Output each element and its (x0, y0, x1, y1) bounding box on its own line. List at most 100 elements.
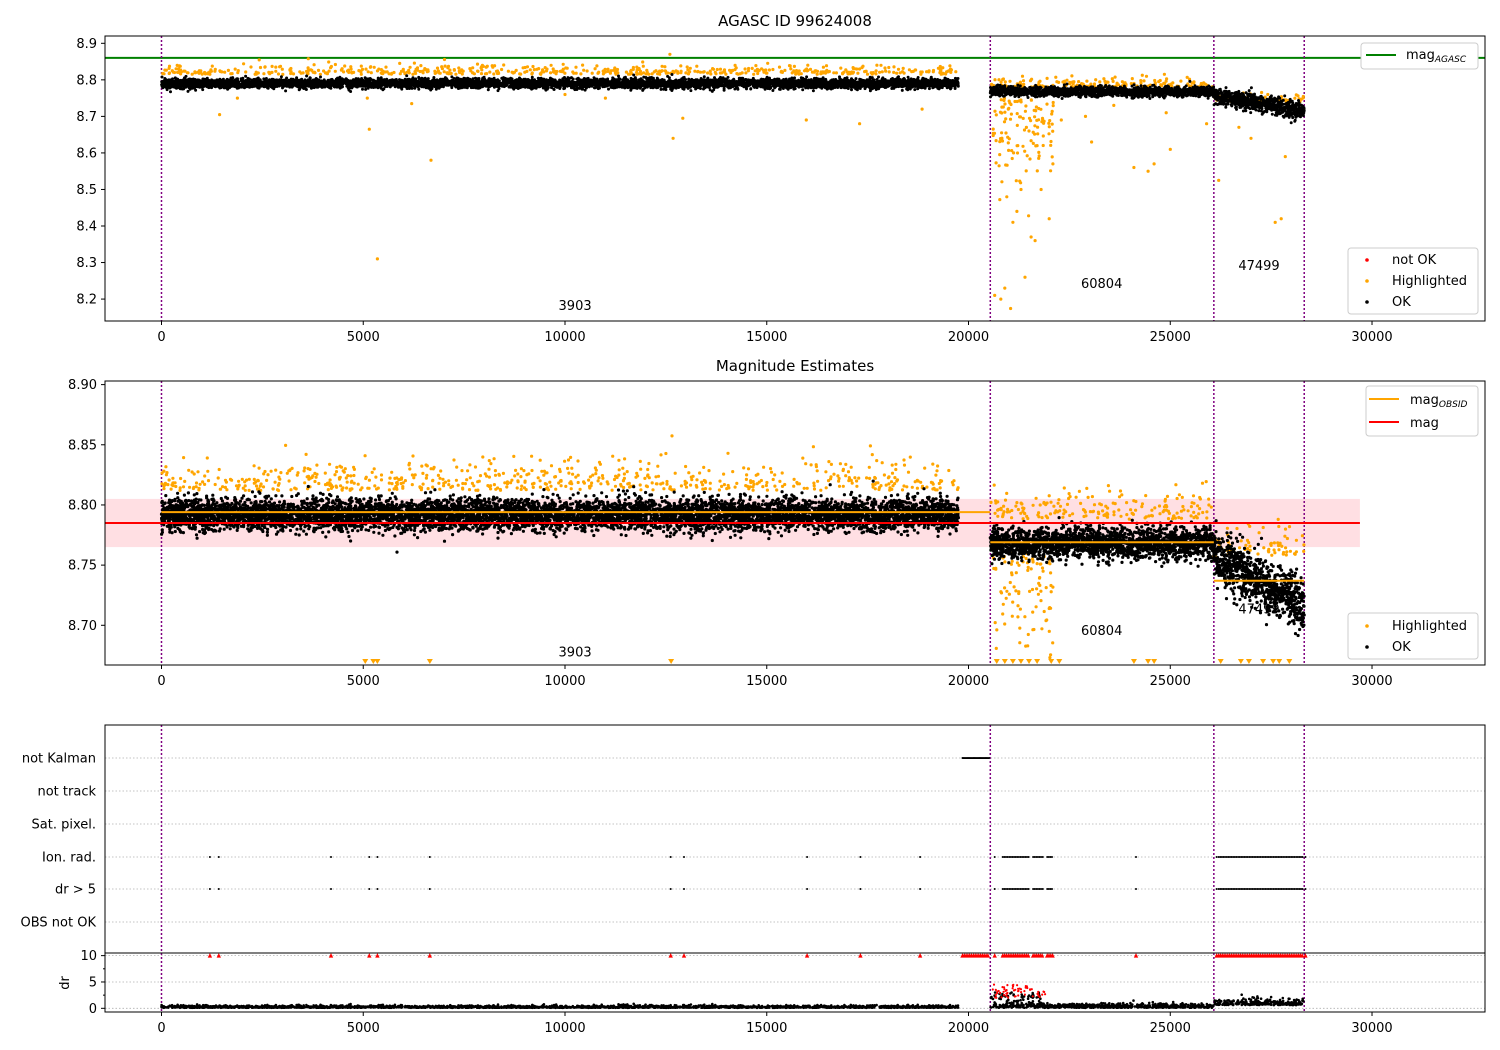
x-tick-label: 10000 (544, 330, 585, 345)
lower-limit-marker (1026, 659, 1033, 664)
panel-1-axes: 0 5000 10000 15000 20000 25000 30000 8.2 8.3 8.4 8… (76, 35, 1486, 345)
lower-limit-marker (1145, 659, 1152, 664)
obsid-label: 3903 (559, 299, 592, 314)
panel-2-line-legend: magOBSID mag (1365, 385, 1479, 437)
y-tick-label: 8.75 (68, 559, 97, 574)
dr-axis-label: dr (58, 976, 73, 990)
lower-limit-marker (1009, 659, 1016, 664)
panel-3-axes: not Kalman not track Sat. pixel. Ion. rad. d… (21, 724, 1486, 1036)
lower-limit-marker (1276, 659, 1283, 664)
x-tick-label: 20000 (948, 330, 989, 345)
lower-limit-marker (993, 659, 1000, 664)
x-tick-label: 30000 (1351, 1021, 1392, 1036)
legend-ok-2: OK (1392, 640, 1411, 655)
y-tick-label: 8.90 (68, 378, 97, 393)
plot-frame (104, 35, 1486, 322)
ok-points (1212, 519, 1306, 638)
y-tick-label: 8.8 (76, 73, 97, 88)
y-tick-label: 8.85 (68, 438, 97, 453)
legend-mag-agasc: magAGASC (1406, 48, 1467, 65)
x-tick-label: 0 (157, 1021, 165, 1036)
y-tick-label: 8.80 (68, 498, 97, 513)
flag-row-label: OBS not OK (21, 916, 97, 931)
flag-row-label: Sat. pixel. (32, 818, 96, 833)
panel-3-plot-area (105, 725, 1485, 1012)
ok-points (1212, 86, 1306, 125)
x-tick-label: 10000 (544, 1021, 585, 1036)
y-tick-label: 8.5 (76, 183, 97, 198)
legend-mag: mag (1410, 416, 1439, 431)
lower-limit-marker (668, 659, 675, 664)
obsid-label: 47499 (1238, 259, 1279, 274)
plot-frame (104, 380, 1486, 666)
y-tick-label: 8.6 (76, 146, 97, 161)
x-tick-label: 25000 (1150, 1021, 1191, 1036)
plot-frame (104, 724, 1486, 1013)
legend-mag-agasc-main: mag (1406, 48, 1435, 63)
obsid-label: 60804 (1081, 277, 1122, 292)
x-tick-label: 30000 (1351, 674, 1392, 689)
legend-mag-obsid-main: mag (1410, 393, 1439, 408)
highlighted-points (1213, 90, 1305, 224)
x-tick-label: 20000 (948, 1021, 989, 1036)
flag-row-label: not track (37, 785, 96, 800)
lower-limit-marker (1034, 659, 1041, 664)
y-tick-label: 8.70 (68, 619, 97, 634)
flag-row-label: Ion. rad. (42, 851, 96, 866)
x-tick-label: 5000 (347, 674, 380, 689)
lower-limit-marker (426, 659, 433, 664)
x-tick-label: 0 (157, 674, 165, 689)
lower-limit-marker (1217, 659, 1224, 664)
x-tick-label: 5000 (347, 330, 380, 345)
agasc-magnitude-panel: AGASC ID 99624008 3903 60804 47499 0 5000 10… (76, 12, 1486, 345)
x-tick-label: 0 (157, 330, 165, 345)
dr-tick-label: 5 (89, 975, 97, 990)
flags-panel: not Kalman not track Sat. pixel. Ion. rad. d… (21, 724, 1486, 1036)
legend-highlighted-2: Highlighted (1392, 619, 1467, 634)
legend-not-ok: not OK (1392, 253, 1437, 268)
x-tick-label: 5000 (347, 1021, 380, 1036)
highlighted-points (160, 434, 960, 493)
ok-points (160, 73, 960, 94)
panel-1-point-legend: not OK Highlighted OK (1347, 247, 1479, 315)
lower-limit-marker (1286, 659, 1293, 664)
x-tick-label: 20000 (948, 674, 989, 689)
legend-ok: OK (1392, 295, 1411, 310)
lower-limit-marker (1245, 659, 1252, 664)
panel-2-axes: 0 5000 10000 15000 20000 25000 30000 8.70 8.75 8.… (68, 378, 1486, 689)
y-tick-label: 8.2 (76, 293, 97, 308)
lower-limit-marker (1260, 659, 1267, 664)
lower-limit-marker (1151, 659, 1158, 664)
lower-limit-marker (1056, 659, 1063, 664)
legend-highlighted: Highlighted (1392, 274, 1467, 289)
obsid-label: 3903 (559, 646, 592, 661)
dr-not-ok-points (991, 983, 1047, 999)
panel-2-title: Magnitude Estimates (716, 357, 874, 375)
lower-limit-marker (374, 659, 381, 664)
flag-row-label: not Kalman (22, 752, 96, 767)
panel-1-plot-area: 3903 60804 47499 (105, 36, 1485, 321)
dr-capped-markers (207, 953, 1308, 958)
dr-tick-label: 10 (80, 949, 97, 964)
x-tick-label: 15000 (746, 1021, 787, 1036)
x-tick-label: 25000 (1150, 330, 1191, 345)
obsid-label: 47499 (1238, 602, 1279, 617)
x-tick-label: 10000 (544, 674, 585, 689)
legend-mag-agasc-sub: AGASC (1434, 55, 1467, 65)
x-tick-label: 30000 (1351, 330, 1392, 345)
panel-2-plot-area: 3903 60804 47499 (105, 381, 1360, 665)
ok-points (988, 79, 1216, 101)
lower-limit-marker (1270, 659, 1277, 664)
magnitude-estimates-panel: Magnitude Estimates 3903 60804 47499 0 5000… (68, 357, 1486, 689)
x-tick-label: 15000 (746, 674, 787, 689)
obsid-label: 60804 (1081, 624, 1122, 639)
lower-limit-marker (1130, 659, 1137, 664)
y-tick-label: 8.3 (76, 256, 97, 271)
legend-mag-obsid: magOBSID (1410, 393, 1468, 410)
highlighted-points (990, 72, 1215, 311)
lower-limit-marker (1237, 659, 1244, 664)
x-tick-label: 25000 (1150, 674, 1191, 689)
panel-2-point-legend: Highlighted OK (1347, 612, 1479, 660)
flag-row-label: dr > 5 (55, 883, 96, 898)
